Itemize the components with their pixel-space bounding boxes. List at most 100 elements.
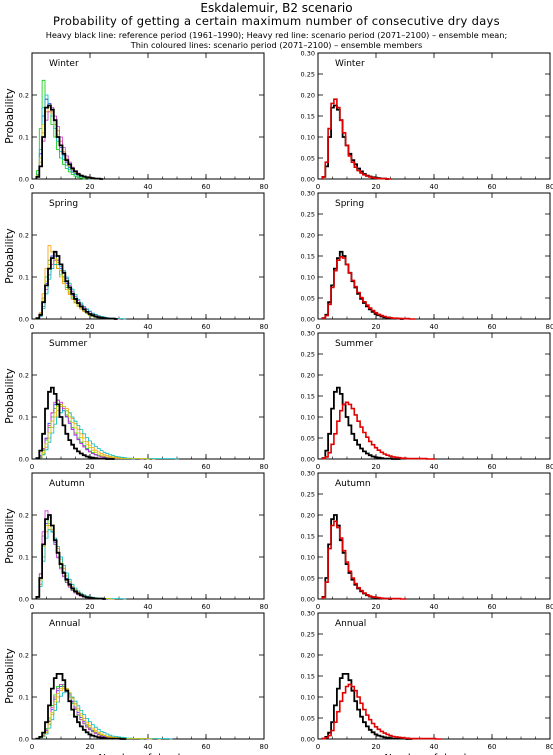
- x-tick-label: 0: [316, 743, 320, 751]
- y-tick-label: 0.20: [301, 372, 315, 380]
- y-tick-label: 0.2: [19, 512, 29, 520]
- season-label-spring-members: Spring: [49, 199, 78, 209]
- x-tick-label: 0: [316, 323, 320, 331]
- member-series-line: [36, 684, 144, 740]
- x-axis-label: Number of dry days: [384, 753, 483, 755]
- x-tick-label: 0: [316, 463, 320, 471]
- y-tick-label: 0.1: [19, 274, 29, 282]
- member-series-line: [36, 404, 150, 460]
- chart-title: Eskdalemuir, B2 scenario: [200, 1, 353, 15]
- x-tick-label: 60: [202, 743, 211, 751]
- x-tick-label: 40: [144, 463, 153, 471]
- reference-series-line: [35, 250, 118, 320]
- y-axis-label: Probability: [4, 368, 16, 424]
- reference-series-line: [35, 514, 106, 600]
- x-tick-label: 60: [488, 323, 497, 331]
- y-axis-label: Probability: [4, 88, 16, 144]
- y-tick-label: 0.2: [19, 232, 29, 240]
- x-tick-label: 0: [316, 183, 320, 191]
- x-tick-label: 20: [86, 743, 95, 751]
- season-label-winter-members: Winter: [49, 59, 79, 69]
- member-series-line: [36, 529, 127, 600]
- y-tick-label: 0.20: [301, 232, 315, 240]
- x-tick-label: 80: [260, 323, 269, 331]
- x-tick-label: 60: [488, 743, 497, 751]
- x-tick-label: 40: [144, 323, 153, 331]
- x-tick-label: 40: [144, 183, 153, 191]
- x-tick-label: 0: [30, 323, 34, 331]
- y-tick-label: 0.30: [301, 610, 315, 618]
- x-tick-label: 40: [430, 743, 439, 751]
- y-tick-label: 0.20: [301, 512, 315, 520]
- y-tick-label: 0.30: [301, 330, 315, 338]
- reference-series-line: [321, 673, 413, 740]
- y-tick-label: 0.2: [19, 92, 29, 100]
- x-tick-label: 20: [372, 603, 381, 611]
- reference-series-line: [35, 104, 104, 180]
- x-tick-label: 60: [488, 463, 497, 471]
- x-tick-label: 40: [430, 183, 439, 191]
- chart-subtitle: Probability of getting a certain maximum…: [53, 14, 500, 28]
- member-series-line: [36, 510, 104, 600]
- x-tick-label: 40: [430, 603, 439, 611]
- member-series-line: [36, 245, 121, 320]
- x-tick-label: 0: [316, 603, 320, 611]
- x-tick-label: 80: [260, 603, 269, 611]
- x-tick-label: 60: [202, 603, 211, 611]
- plot-frame-summer-mean: [317, 332, 551, 460]
- scenario-mean-series-line: [321, 520, 407, 600]
- scenario-mean-series-line: [321, 256, 416, 320]
- y-tick-label: 0.25: [301, 211, 315, 219]
- y-tick-label: 0.10: [301, 274, 315, 282]
- member-series-line: [36, 264, 127, 320]
- y-tick-label: 0.05: [301, 295, 315, 303]
- y-tick-label: 0.0: [19, 736, 29, 744]
- x-tick-label: 20: [86, 323, 95, 331]
- y-tick-label: 0.10: [301, 414, 315, 422]
- season-label-summer-mean: Summer: [335, 339, 373, 349]
- y-axis-label: Probability: [4, 228, 16, 284]
- y-tick-label: 0.20: [301, 92, 315, 100]
- member-series-line: [36, 79, 86, 180]
- y-tick-label: 0.05: [301, 575, 315, 583]
- y-tick-label: 0.00: [301, 316, 315, 324]
- x-tick-label: 80: [546, 603, 553, 611]
- y-tick-label: 0.15: [301, 673, 315, 681]
- y-tick-label: 0.10: [301, 554, 315, 562]
- season-label-spring-mean: Spring: [335, 199, 364, 209]
- y-tick-label: 0.15: [301, 533, 315, 541]
- x-tick-label: 80: [260, 743, 269, 751]
- y-tick-label: 0.0: [19, 316, 29, 324]
- y-tick-label: 0.1: [19, 694, 29, 702]
- y-tick-label: 0.25: [301, 491, 315, 499]
- y-tick-label: 0.0: [19, 596, 29, 604]
- y-tick-label: 0.30: [301, 470, 315, 478]
- y-tick-label: 0.00: [301, 596, 315, 604]
- scenario-mean-series-line: [321, 98, 392, 180]
- x-tick-label: 80: [260, 463, 269, 471]
- reference-series-line: [35, 673, 127, 740]
- y-tick-label: 0.10: [301, 694, 315, 702]
- x-tick-label: 0: [30, 463, 34, 471]
- y-axis-label: Probability: [4, 648, 16, 704]
- member-series-line: [36, 257, 118, 320]
- y-tick-label: 0.30: [301, 50, 315, 58]
- y-tick-label: 0.10: [301, 134, 315, 142]
- y-tick-label: 0.00: [301, 736, 315, 744]
- y-tick-label: 0.25: [301, 71, 315, 79]
- y-tick-label: 0.2: [19, 372, 29, 380]
- member-series-line: [36, 399, 144, 460]
- legend-note-line-1: Heavy black line: reference period (1961…: [45, 30, 508, 40]
- x-tick-label: 80: [546, 183, 553, 191]
- y-tick-label: 0.1: [19, 414, 29, 422]
- y-tick-label: 0.25: [301, 631, 315, 639]
- x-tick-label: 40: [144, 743, 153, 751]
- scenario-mean-series-line: [321, 683, 442, 740]
- x-tick-label: 0: [30, 603, 34, 611]
- season-label-summer-members: Summer: [49, 339, 87, 349]
- x-tick-label: 20: [372, 463, 381, 471]
- x-tick-label: 20: [86, 603, 95, 611]
- y-tick-label: 0.25: [301, 351, 315, 359]
- x-axis-label: Number of dry days: [98, 753, 197, 755]
- plot-frame-annual-mean: [317, 612, 551, 740]
